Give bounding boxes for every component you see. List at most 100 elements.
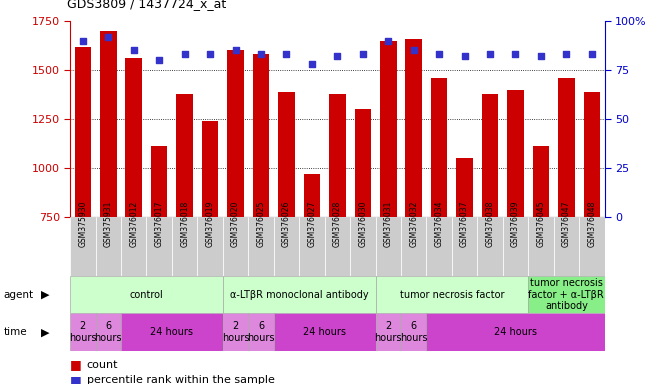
Bar xyxy=(401,313,426,351)
Text: tumor necrosis
factor + α-LTβR
antibody: tumor necrosis factor + α-LTβR antibody xyxy=(528,278,605,311)
Bar xyxy=(375,276,528,313)
Text: time: time xyxy=(3,327,27,337)
Bar xyxy=(202,121,218,217)
Point xyxy=(179,51,190,58)
Text: GSM376012: GSM376012 xyxy=(130,200,138,247)
Text: GSM376032: GSM376032 xyxy=(409,200,418,247)
Bar xyxy=(401,217,426,276)
Bar xyxy=(350,217,375,276)
Text: GSM376034: GSM376034 xyxy=(435,200,444,247)
Text: ■: ■ xyxy=(70,358,82,371)
Bar xyxy=(96,313,121,351)
Point xyxy=(434,51,444,58)
Bar xyxy=(121,217,146,276)
Bar xyxy=(121,313,223,351)
Bar xyxy=(197,217,223,276)
Point xyxy=(205,51,216,58)
Text: GSM375930: GSM375930 xyxy=(78,200,88,247)
Bar xyxy=(278,92,295,217)
Bar xyxy=(146,217,172,276)
Text: α-LTβR monoclonal antibody: α-LTβR monoclonal antibody xyxy=(230,290,369,300)
Text: GSM376031: GSM376031 xyxy=(383,200,393,247)
Text: ■: ■ xyxy=(70,374,82,384)
Bar xyxy=(223,313,248,351)
Bar xyxy=(299,217,325,276)
Text: GSM376020: GSM376020 xyxy=(231,200,240,247)
Text: ▶: ▶ xyxy=(41,327,49,337)
Text: 2
hours: 2 hours xyxy=(375,321,402,343)
Text: GSM376039: GSM376039 xyxy=(511,200,520,247)
Text: 24 hours: 24 hours xyxy=(494,327,537,337)
Bar xyxy=(503,217,528,276)
Bar xyxy=(554,217,579,276)
Bar xyxy=(126,58,142,217)
Text: GSM375931: GSM375931 xyxy=(104,200,113,247)
Text: GDS3809 / 1437724_x_at: GDS3809 / 1437724_x_at xyxy=(67,0,226,10)
Bar xyxy=(375,217,401,276)
Bar xyxy=(325,217,350,276)
Point xyxy=(256,51,267,58)
Text: 6
hours: 6 hours xyxy=(95,321,122,343)
Bar xyxy=(507,90,524,217)
Point xyxy=(77,38,88,44)
Bar xyxy=(482,94,498,217)
Bar xyxy=(426,217,452,276)
Point xyxy=(587,51,597,58)
Text: 24 hours: 24 hours xyxy=(150,327,194,337)
Bar xyxy=(70,217,96,276)
Text: GSM376018: GSM376018 xyxy=(180,200,189,247)
Bar xyxy=(329,94,345,217)
Bar xyxy=(558,78,574,217)
Bar xyxy=(100,31,117,217)
Bar xyxy=(431,78,448,217)
Text: ▶: ▶ xyxy=(41,290,49,300)
Bar xyxy=(478,217,503,276)
Bar xyxy=(176,94,193,217)
Bar xyxy=(274,313,375,351)
Text: 2
hours: 2 hours xyxy=(222,321,249,343)
Text: GSM376030: GSM376030 xyxy=(358,200,367,247)
Bar xyxy=(380,41,397,217)
Text: percentile rank within the sample: percentile rank within the sample xyxy=(87,375,275,384)
Bar xyxy=(223,276,375,313)
Bar xyxy=(304,174,320,217)
Bar xyxy=(151,146,168,217)
Point xyxy=(103,34,114,40)
Text: GSM376026: GSM376026 xyxy=(282,200,291,247)
Bar xyxy=(456,158,473,217)
Point xyxy=(383,38,393,44)
Point xyxy=(332,53,343,60)
Text: control: control xyxy=(130,290,164,300)
Text: 6
hours: 6 hours xyxy=(400,321,428,343)
Text: GSM376037: GSM376037 xyxy=(460,200,469,247)
Text: GSM376038: GSM376038 xyxy=(486,200,494,247)
Point xyxy=(510,51,521,58)
Point xyxy=(459,53,470,60)
Point xyxy=(485,51,496,58)
Bar xyxy=(172,217,197,276)
Point xyxy=(128,48,139,54)
Text: GSM376017: GSM376017 xyxy=(155,200,164,247)
Text: GSM376027: GSM376027 xyxy=(307,200,317,247)
Text: GSM376047: GSM376047 xyxy=(562,200,571,247)
Bar xyxy=(528,217,554,276)
Bar xyxy=(70,313,96,351)
Bar xyxy=(75,46,91,217)
Text: GSM376045: GSM376045 xyxy=(536,200,545,247)
Text: tumor necrosis factor: tumor necrosis factor xyxy=(399,290,504,300)
Bar xyxy=(528,276,605,313)
Text: 2
hours: 2 hours xyxy=(69,321,97,343)
Bar xyxy=(532,146,549,217)
Point xyxy=(307,61,317,67)
Bar xyxy=(375,313,401,351)
Point xyxy=(281,51,292,58)
Text: GSM376025: GSM376025 xyxy=(257,200,265,247)
Bar xyxy=(70,276,223,313)
Bar xyxy=(274,217,299,276)
Bar xyxy=(96,217,121,276)
Text: 24 hours: 24 hours xyxy=(303,327,346,337)
Point xyxy=(561,51,572,58)
Bar xyxy=(584,92,600,217)
Bar xyxy=(253,55,269,217)
Text: GSM376028: GSM376028 xyxy=(333,200,342,247)
